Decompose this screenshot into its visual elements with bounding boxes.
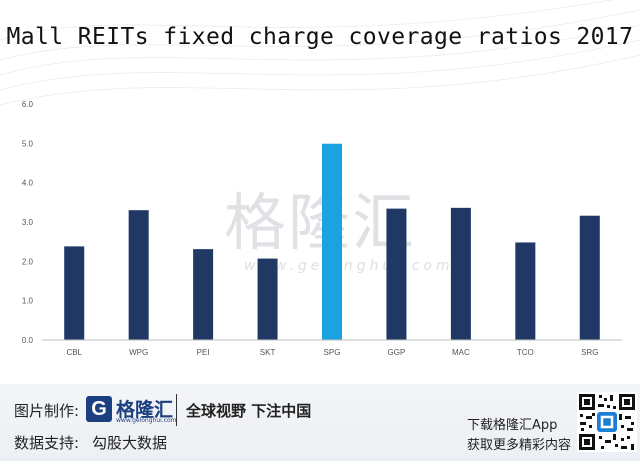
x-tick-label: SRG (581, 348, 598, 357)
qr-code-icon[interactable] (577, 392, 637, 452)
y-tick-label: 3.0 (22, 218, 34, 227)
y-tick-label: 5.0 (22, 139, 34, 148)
x-tick-label: SKT (260, 348, 276, 357)
bar-tco (515, 242, 536, 340)
y-axis: 0.0 1.0 2.0 3.0 4.0 5.0 6.0 (22, 100, 34, 345)
made-by-label: 图片制作: (14, 402, 80, 420)
bar-wpg (128, 210, 149, 340)
footer: 图片制作: G 格隆汇 www.gelonghui.com 全球视野 下注中国 … (0, 384, 640, 461)
chart-title: Mall REITs fixed charge coverage ratios … (6, 24, 634, 50)
x-tick-label: CBL (66, 348, 82, 357)
x-tick-label: MAC (452, 348, 470, 357)
y-tick-label: 4.0 (22, 179, 34, 188)
y-tick-label: 0.0 (22, 336, 34, 345)
bar-mac (450, 207, 471, 340)
data-support-label: 数据支持: (14, 434, 80, 452)
bars (64, 143, 600, 340)
data-source: 勾股大数据 (92, 434, 168, 452)
y-tick-label: 6.0 (22, 100, 34, 109)
bar-pei (193, 249, 214, 340)
logo-site: www.gelonghui.com (116, 417, 177, 424)
bar-ggp (386, 208, 407, 340)
x-tick-label: TCO (517, 348, 534, 357)
logo-brand: 格隆汇 (116, 399, 174, 421)
x-tick-label: GGP (388, 348, 406, 357)
logo-separator (176, 394, 177, 426)
slogan: 全球视野 下注中国 (186, 402, 312, 420)
y-tick-label: 1.0 (22, 297, 34, 306)
x-tick-label: PEI (197, 348, 210, 357)
bar-skt (257, 258, 278, 340)
x-tick-label: SPG (324, 348, 341, 357)
bar-chart: 0.0 1.0 2.0 3.0 4.0 5.0 6.0 CBL WPG PEI SKT SPG GGP… (22, 100, 622, 357)
watermark-brand: 格隆汇 (224, 186, 417, 259)
gelonghui-logo-icon: G (86, 396, 112, 422)
more-content-text: 获取更多精彩内容 (467, 438, 572, 453)
bar-spg (322, 143, 342, 340)
bar-cbl (64, 246, 85, 340)
download-app-text: 下载格隆汇App (467, 418, 558, 433)
x-axis: CBL WPG PEI SKT SPG GGP MAC TCO SRG (66, 348, 598, 357)
x-tick-label: WPG (129, 348, 148, 357)
y-tick-label: 2.0 (22, 257, 34, 266)
bar-srg (579, 215, 600, 340)
